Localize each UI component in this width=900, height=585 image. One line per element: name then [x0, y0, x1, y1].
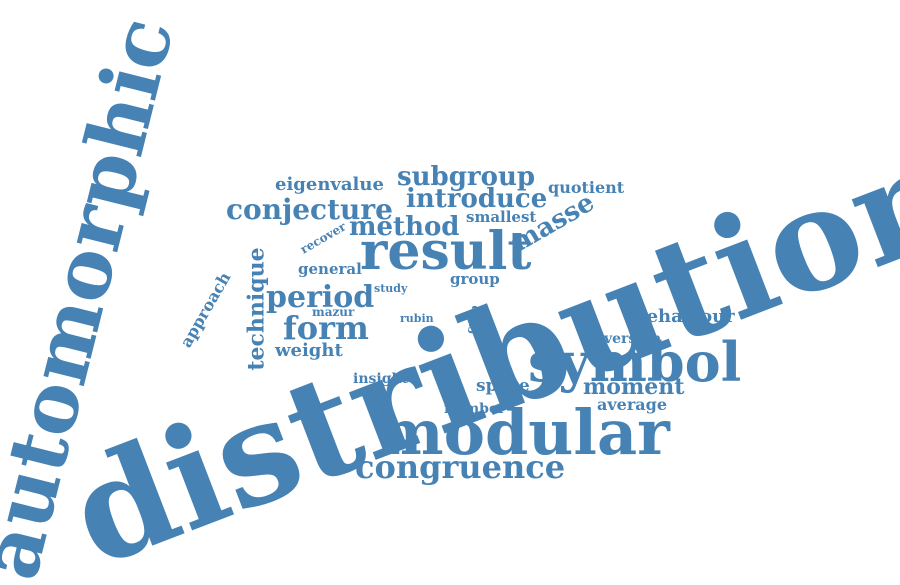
word-subgroup: subgroup	[397, 162, 536, 192]
word-technique: technique	[243, 247, 270, 371]
word-smallest: smallest	[466, 208, 537, 226]
word-study: study	[374, 282, 408, 295]
word-general: general	[298, 260, 362, 278]
word-moment: moment	[583, 374, 685, 400]
word-form: form	[283, 309, 369, 347]
word-group: group	[450, 270, 500, 288]
word-symbol: symbol	[528, 330, 742, 394]
word-introduce: introduce	[406, 184, 548, 214]
word-version: version	[604, 331, 662, 347]
word-mazur: mazur	[312, 305, 355, 319]
word-weight: weight	[275, 340, 343, 361]
word-result: result	[360, 221, 532, 282]
word-modular: modular	[378, 396, 670, 469]
word-number: number	[444, 401, 506, 417]
word-behaviour: behaviour	[634, 306, 735, 327]
word-eigenvalue: eigenvalue	[275, 174, 384, 195]
word-congruence: congruence	[355, 448, 566, 486]
word-insight: insight	[353, 371, 409, 387]
word-approach: approach	[176, 268, 235, 351]
word-rubin: rubin	[400, 312, 434, 325]
word-conjecture: conjecture	[226, 193, 393, 226]
word-quotient: quotient	[548, 178, 625, 197]
word-period: period	[266, 280, 375, 315]
word-method: method	[349, 212, 460, 242]
word-space: space	[476, 376, 530, 396]
word-average: average	[597, 395, 668, 414]
